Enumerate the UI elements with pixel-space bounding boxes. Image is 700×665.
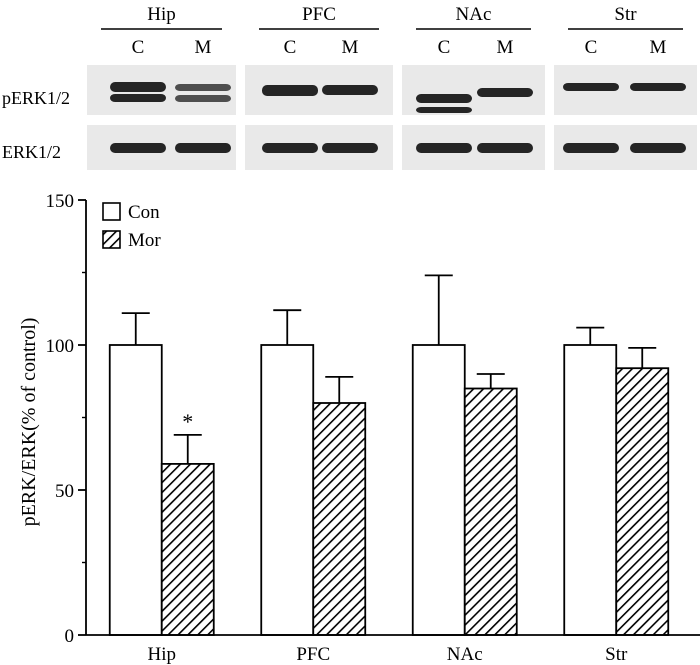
blot-band-perk: [175, 95, 231, 102]
blot-band-perk: [630, 83, 686, 91]
legend-swatch-mor: [102, 230, 121, 249]
blot-row-label-perk: pERK1/2: [2, 88, 70, 108]
blot-band-erk: [416, 143, 472, 153]
x-tick-label: Str: [605, 644, 628, 665]
blot-band-perk: [110, 94, 166, 102]
blot-band-perk: [563, 83, 619, 91]
blot-band-perk: [175, 84, 231, 91]
blot-lane-label: M: [650, 37, 667, 58]
blot-lane-label: M: [195, 37, 212, 58]
bar-con-str: [563, 344, 618, 636]
blot-lane-label: C: [438, 37, 451, 58]
blot-band-erk: [322, 143, 378, 153]
significance-marker: *: [182, 409, 193, 434]
blot-lane-label: M: [497, 37, 514, 58]
blot-lane-label: C: [132, 37, 145, 58]
bar-con-nac: [411, 344, 466, 636]
blot-band-erk: [262, 143, 318, 153]
blot-band-perk: [262, 85, 318, 96]
y-axis-label: pERK/ERK(% of control): [18, 318, 40, 527]
blot-band-perk: [416, 94, 472, 103]
blot-tissue-label-0: Hip: [147, 4, 176, 25]
legend-label-con: Con: [128, 202, 160, 223]
legend-swatch-con: [102, 202, 121, 221]
blot-band-erk: [477, 143, 533, 153]
x-tick-label: NAc: [447, 644, 483, 665]
blot-band-perk: [477, 88, 533, 97]
blot-lane-label: C: [585, 37, 598, 58]
blot-tissue-label-1: PFC: [302, 4, 336, 25]
blot-band-perk: [416, 107, 472, 113]
bar-con-pfc: [260, 344, 315, 636]
blot-band-erk: [110, 143, 166, 153]
blot-lane-label: M: [342, 37, 359, 58]
y-tick-label: 100: [46, 336, 75, 357]
blot-lane-label: C: [284, 37, 297, 58]
blot-band-erk: [563, 143, 619, 153]
bar-con-hip: [108, 344, 163, 636]
y-tick-label: 150: [46, 191, 75, 212]
x-tick-label: Hip: [148, 644, 177, 665]
y-tick-label: 0: [65, 626, 75, 647]
blot-tissue-label-3: Str: [614, 4, 637, 25]
legend-label-mor: Mor: [128, 230, 161, 251]
x-tick-label: PFC: [296, 644, 330, 665]
bar-mor-nac: [463, 387, 518, 636]
y-tick-label: 50: [55, 481, 74, 502]
bar-mor-hip: [160, 462, 215, 636]
bar-mor-pfc: [312, 402, 367, 636]
blot-tissue-label-2: NAc: [456, 4, 492, 25]
blot-row-label-erk: ERK1/2: [2, 142, 61, 162]
blot-band-erk: [630, 143, 686, 153]
bar-mor-str: [615, 367, 670, 636]
blot-band-perk: [322, 85, 378, 95]
blot-band-erk: [175, 143, 231, 153]
blot-band-perk: [110, 82, 166, 92]
